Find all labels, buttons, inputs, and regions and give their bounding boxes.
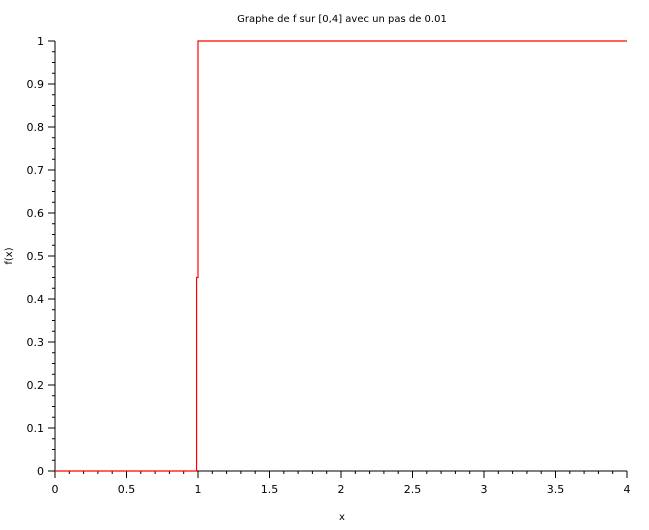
y-tick-label: 0.3 <box>27 336 45 349</box>
y-tick-label: 0.4 <box>27 293 45 306</box>
y-tick-label: 0.1 <box>27 422 45 435</box>
y-tick-label: 1 <box>37 35 44 48</box>
y-tick-label: 0.2 <box>27 379 45 392</box>
y-tick-label: 0.5 <box>27 250 45 263</box>
x-tick-label: 2.5 <box>404 483 422 496</box>
chart-title: Graphe de f sur [0,4] avec un pas de 0.0… <box>237 14 447 25</box>
x-tick-label: 3.5 <box>547 483 565 496</box>
y-tick-label: 0.8 <box>27 121 45 134</box>
x-tick-label: 3 <box>481 483 488 496</box>
x-tick-label: 2 <box>338 483 345 496</box>
x-tick-label: 1.5 <box>261 483 279 496</box>
x-tick-label: 1 <box>195 483 202 496</box>
x-axis-title: x <box>339 512 345 523</box>
y-tick-label: 0.9 <box>27 78 45 91</box>
y-tick-label: 0 <box>37 465 44 478</box>
x-tick-label: 4 <box>624 483 631 496</box>
y-axis-title: f(x) <box>4 247 15 264</box>
y-tick-label: 0.6 <box>27 207 45 220</box>
x-tick-label: 0 <box>52 483 59 496</box>
x-tick-label: 0.5 <box>118 483 136 496</box>
y-tick-label: 0.7 <box>27 164 45 177</box>
series-line <box>55 40 627 472</box>
plot-area: 0 0.5 1 1.5 2 2.5 3 3.5 4 0 0.1 0.2 0.3 0.4 0.5 0.6 0.7 0… <box>27 35 631 496</box>
